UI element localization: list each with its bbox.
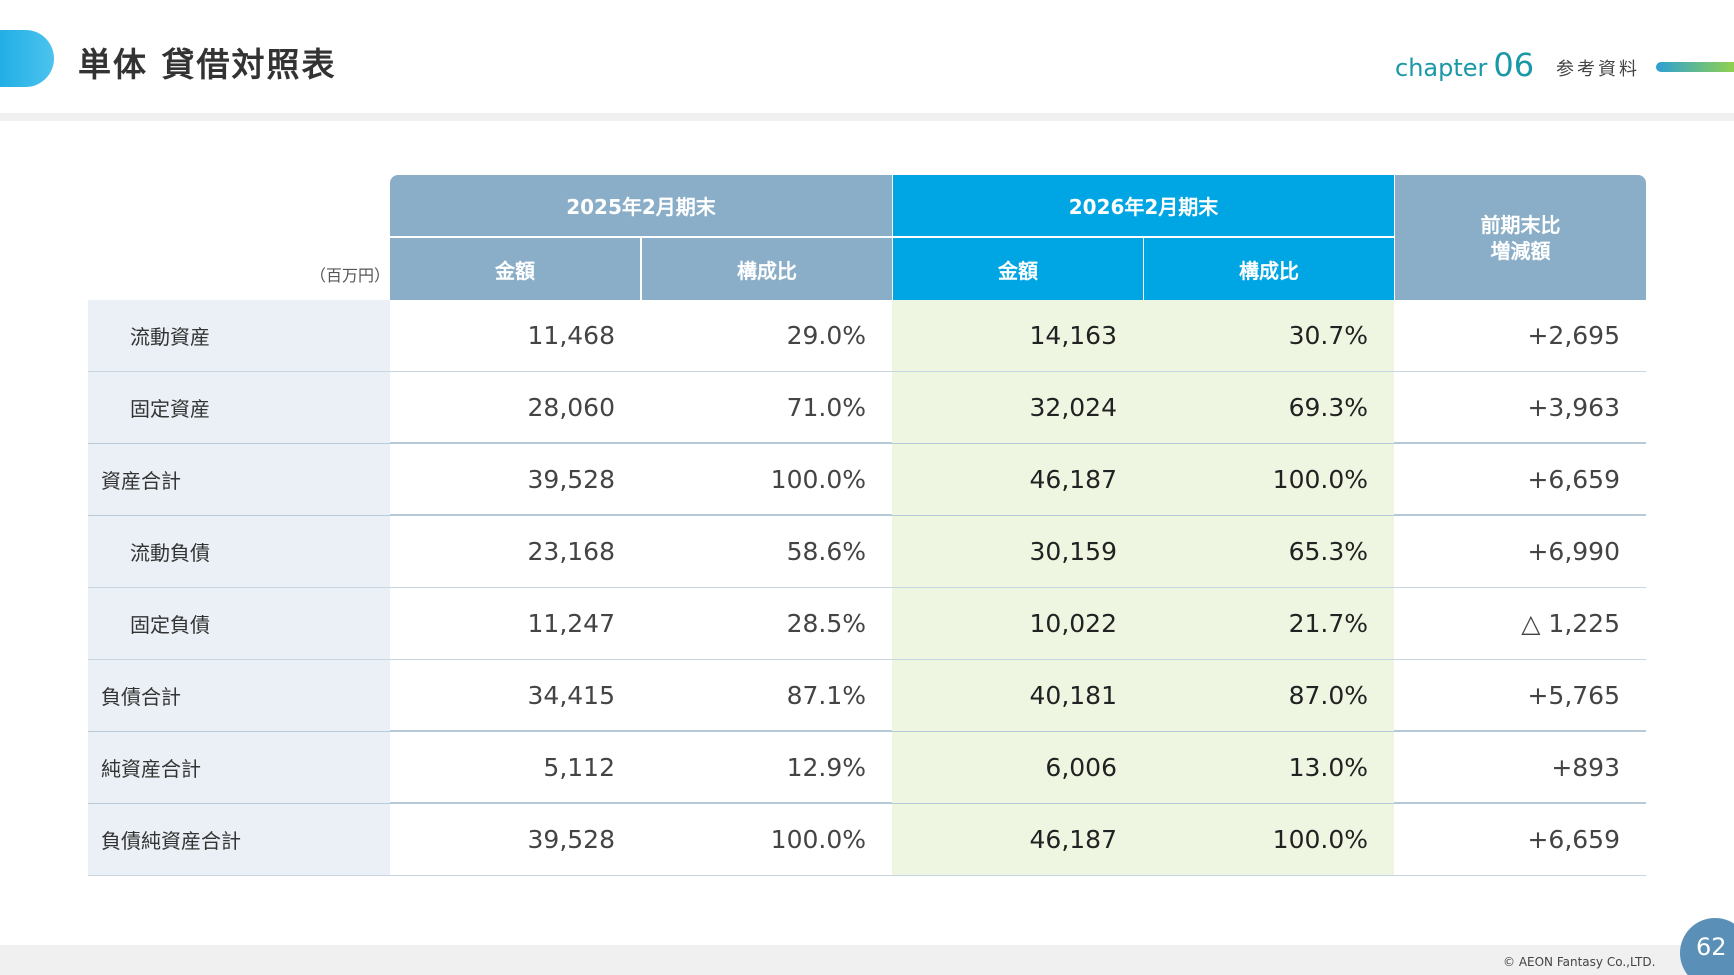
change-amount: +6,659 (1527, 825, 1620, 854)
change-amount: +5,765 (1527, 681, 1620, 710)
change-amount: +6,990 (1527, 537, 1620, 566)
curr-ratio: 13.0% (1143, 732, 1394, 803)
change-header: 前期末比 増減額 (1395, 175, 1646, 300)
slide-header: 単体 貸借対照表 chapter 06 参考資料 (0, 0, 1734, 115)
prev-ratio: 100.0% (770, 465, 866, 494)
chapter-word: chapter (1395, 54, 1488, 82)
curr-amount: 40,181 (892, 660, 1143, 731)
prev-amount: 11,247 (527, 609, 615, 638)
row-label: 固定負債 (88, 588, 390, 659)
unit-label: （百万円） (310, 266, 391, 285)
change-amount: +893 (1551, 753, 1620, 782)
section-label: 参考資料 (1556, 59, 1640, 80)
curr-amount-header: 金額 (893, 238, 1143, 300)
curr-amount: 30,159 (892, 516, 1143, 587)
prev-amount: 23,168 (527, 537, 615, 566)
curr-ratio: 87.0% (1143, 660, 1394, 731)
period-curr-label: 2026年2月期末 (1068, 195, 1219, 219)
prev-ratio: 28.5% (786, 609, 866, 638)
prev-amount: 39,528 (527, 825, 615, 854)
period-curr-header: 2026年2月期末 (893, 175, 1394, 236)
prev-amount: 11,468 (527, 321, 615, 350)
page-title: 単体 貸借対照表 (78, 45, 337, 84)
prev-amount-header: 金額 (390, 238, 640, 300)
change-amount: +2,695 (1527, 321, 1620, 350)
prev-amount: 34,415 (527, 681, 615, 710)
change-header-line2: 増減額 (1490, 238, 1551, 263)
prev-ratio: 71.0% (786, 393, 866, 422)
curr-ratio: 100.0% (1143, 444, 1394, 515)
curr-ratio: 65.3% (1143, 516, 1394, 587)
prev-ratio: 87.1% (786, 681, 866, 710)
table-row: 負債合計 34,415 87.1% 40,181 87.0% +5,765 (88, 660, 1646, 732)
row-label: 負債純資産合計 (88, 804, 390, 875)
period-prev-header: 2025年2月期末 (390, 175, 892, 236)
table-row: 資産合計 39,528 100.0% 46,187 100.0% +6,659 (88, 444, 1646, 516)
table-row: 固定負債 11,247 28.5% 10,022 21.7% △ 1,225 (88, 588, 1646, 660)
page-number: 62 (1696, 933, 1727, 961)
row-label: 流動資産 (88, 300, 390, 371)
prev-ratio: 58.6% (786, 537, 866, 566)
prev-ratio: 100.0% (770, 825, 866, 854)
curr-ratio: 30.7% (1143, 300, 1394, 371)
table-row: 固定資産 28,060 71.0% 32,024 69.3% +3,963 (88, 372, 1646, 444)
change-amount: +3,963 (1527, 393, 1620, 422)
chapter-label: chapter 06 (1395, 46, 1534, 84)
row-label: 流動負債 (88, 516, 390, 587)
prev-amount: 39,528 (527, 465, 615, 494)
header-accent-shape (0, 30, 54, 87)
curr-amount: 6,006 (892, 732, 1143, 803)
curr-amount: 14,163 (892, 300, 1143, 371)
prev-ratio: 29.0% (786, 321, 866, 350)
curr-ratio: 69.3% (1143, 372, 1394, 443)
header-gradient-bar (1656, 62, 1734, 72)
curr-ratio: 21.7% (1143, 588, 1394, 659)
table-row: 流動資産 11,468 29.0% 14,163 30.7% +2,695 (88, 300, 1646, 372)
curr-amount-label: 金額 (998, 258, 1038, 283)
header-divider (0, 113, 1734, 121)
prev-ratio: 12.9% (786, 753, 866, 782)
row-label: 固定資産 (88, 372, 390, 443)
change-amount: △ 1,225 (1521, 609, 1620, 638)
table-row: 純資産合計 5,112 12.9% 6,006 13.0% +893 (88, 732, 1646, 804)
change-amount: +6,659 (1527, 465, 1620, 494)
prev-amount: 28,060 (527, 393, 615, 422)
curr-ratio-header: 構成比 (1144, 238, 1394, 300)
table-row: 流動負債 23,168 58.6% 30,159 65.3% +6,990 (88, 516, 1646, 588)
period-prev-label: 2025年2月期末 (566, 195, 716, 219)
row-label: 純資産合計 (88, 732, 390, 803)
curr-ratio: 100.0% (1143, 804, 1394, 875)
change-header-line1: 前期末比 (1480, 212, 1561, 237)
footer-band (0, 945, 1734, 975)
curr-amount: 46,187 (892, 444, 1143, 515)
page-number-badge: 62 (1680, 918, 1734, 975)
row-label: 負債合計 (88, 660, 390, 731)
copyright-text: © AEON Fantasy Co.,LTD. (1503, 955, 1656, 969)
prev-amount-label: 金額 (495, 258, 535, 283)
chapter-number: 06 (1493, 46, 1535, 84)
table-row: 負債純資産合計 39,528 100.0% 46,187 100.0% +6,6… (88, 804, 1646, 876)
prev-ratio-label: 構成比 (737, 258, 797, 283)
curr-amount: 32,024 (892, 372, 1143, 443)
curr-amount: 46,187 (892, 804, 1143, 875)
prev-ratio-header: 構成比 (642, 238, 892, 300)
curr-amount: 10,022 (892, 588, 1143, 659)
curr-ratio-label: 構成比 (1239, 258, 1299, 283)
row-label: 資産合計 (88, 444, 390, 515)
prev-amount: 5,112 (543, 753, 615, 782)
